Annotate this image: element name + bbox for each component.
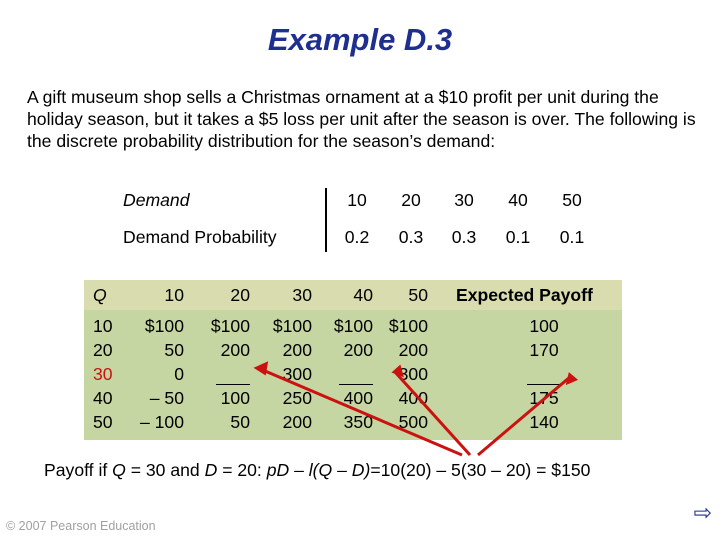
demand-value: 10 — [347, 190, 367, 210]
demand-value: 50 — [562, 190, 582, 210]
copyright-footer: © 2007 Pearson Education — [6, 519, 156, 533]
payoff-cell: 300 — [398, 364, 428, 384]
note-formula: pD – l(Q – D) — [266, 460, 371, 480]
payoff-body: 10 $100 $100 $100 $100 $100 100 20 50 20… — [84, 310, 622, 440]
problem-description: A gift museum shop sells a Christmas orn… — [27, 87, 696, 151]
payoff-cell: 100 — [220, 388, 250, 408]
payoff-cell: 350 — [343, 412, 373, 432]
probability-value: 0.2 — [344, 227, 370, 247]
note-text: =10(20) – 5(30 – 20) = $150 — [370, 460, 591, 480]
probability-row: Demand Probability 0.2 0.3 0.3 0.1 0.1 — [115, 227, 595, 257]
payoff-cell: 200 — [343, 340, 373, 360]
demand-value: 20 — [401, 190, 421, 210]
note-q-variable: Q — [112, 460, 126, 480]
d-header: 20 — [230, 285, 250, 305]
payoff-cell: 300 — [282, 364, 312, 384]
d-header: 10 — [164, 285, 184, 305]
blank-line — [339, 368, 373, 385]
payoff-cell: 50 — [164, 340, 184, 360]
probability-label: Demand Probability — [123, 227, 277, 247]
expected-payoff-blank — [527, 364, 561, 385]
payoff-cell: $100 — [272, 316, 312, 336]
expected-payoff: 100 — [529, 316, 559, 336]
table-divider — [325, 188, 327, 252]
payoff-cell: 400 — [398, 388, 428, 408]
demand-distribution-table: Demand 10 20 30 40 50 Demand Probability… — [115, 184, 595, 256]
probability-value: 0.3 — [451, 227, 477, 247]
payoff-cell: 400 — [343, 388, 373, 408]
expected-payoff: 175 — [529, 388, 559, 408]
note-text: Payoff if — [44, 460, 113, 480]
d-header: 50 — [408, 285, 428, 305]
payoff-cell: $100 — [144, 316, 184, 336]
note-d-variable: D — [204, 460, 218, 480]
d-header: 40 — [353, 285, 373, 305]
payoff-cell: $100 — [388, 316, 428, 336]
next-arrow-icon[interactable]: ⇨ — [693, 500, 712, 525]
payoff-blank — [216, 364, 250, 385]
probability-value: 0.1 — [505, 227, 531, 247]
payoff-cell: 200 — [282, 412, 312, 432]
payoff-calculation-note: Payoff if Q = 30 and D = 20: pD – l(Q – … — [44, 460, 590, 481]
d-header: 30 — [292, 285, 312, 305]
q-value: 20 — [93, 340, 113, 360]
payoff-header-row: Q 10 20 30 40 50 Expected Payoff — [84, 280, 622, 310]
payoff-cell: 200 — [220, 340, 250, 360]
q-value-highlighted: 30 — [93, 364, 113, 384]
probability-value: 0.3 — [398, 227, 424, 247]
demand-label: Demand — [123, 190, 190, 210]
expected-payoff: 170 — [529, 340, 559, 360]
q-value: 40 — [93, 388, 113, 408]
payoff-cell: $100 — [333, 316, 373, 336]
note-text: = 20: — [217, 460, 267, 480]
note-text: = 30 and — [125, 460, 205, 480]
demand-value: 40 — [508, 190, 528, 210]
blank-line — [527, 368, 561, 385]
payoff-blank — [339, 364, 373, 385]
payoff-cell: 250 — [282, 388, 312, 408]
q-value: 50 — [93, 412, 113, 432]
payoff-cell: – 50 — [149, 388, 184, 408]
blank-line — [216, 368, 250, 385]
payoff-cell: $100 — [210, 316, 250, 336]
payoff-cell: 50 — [230, 412, 250, 432]
q-value: 10 — [93, 316, 113, 336]
demand-row: Demand 10 20 30 40 50 — [115, 190, 595, 220]
expected-payoff: 140 — [529, 412, 559, 432]
payoff-cell: 200 — [282, 340, 312, 360]
probability-value: 0.1 — [559, 227, 585, 247]
payoff-cell: 200 — [398, 340, 428, 360]
payoff-cell: 0 — [174, 364, 184, 384]
expected-payoff-header: Expected Payoff — [456, 285, 593, 305]
payoff-table: Q 10 20 30 40 50 Expected Payoff 10 $100… — [84, 280, 622, 440]
payoff-cell: – 100 — [139, 412, 184, 432]
page-title: Example D.3 — [267, 22, 453, 57]
payoff-cell: 500 — [398, 412, 428, 432]
demand-value: 30 — [454, 190, 474, 210]
q-header: Q — [93, 285, 107, 305]
